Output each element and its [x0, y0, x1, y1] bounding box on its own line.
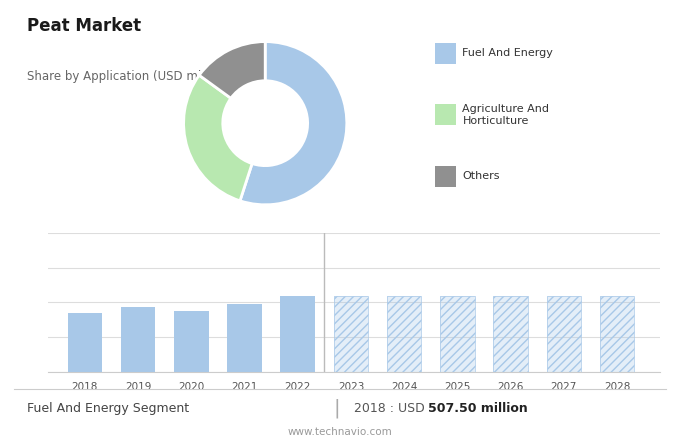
Bar	[174, 311, 209, 440]
Text: |: |	[333, 398, 340, 418]
Bar	[440, 296, 475, 440]
Bar	[547, 296, 581, 440]
Bar	[227, 304, 262, 440]
Bar	[600, 296, 634, 440]
Bar	[334, 296, 369, 440]
Text: 2018 : USD: 2018 : USD	[354, 402, 428, 414]
Text: www.technavio.com: www.technavio.com	[288, 427, 392, 437]
Text: Fuel And Energy: Fuel And Energy	[462, 48, 554, 58]
Text: Fuel And Energy Segment: Fuel And Energy Segment	[27, 402, 189, 414]
Text: Share by Application (USD million): Share by Application (USD million)	[27, 70, 231, 83]
Bar	[547, 296, 581, 440]
Wedge shape	[199, 42, 265, 98]
Bar	[600, 296, 634, 440]
Text: Agriculture And
Horticulture: Agriculture And Horticulture	[462, 104, 549, 126]
Bar	[493, 296, 528, 440]
Text: 507.50 million: 507.50 million	[428, 402, 528, 414]
Bar	[121, 307, 155, 440]
Bar	[440, 296, 475, 440]
Wedge shape	[240, 42, 347, 205]
Wedge shape	[184, 75, 252, 201]
Bar	[67, 313, 102, 440]
Bar	[334, 296, 369, 440]
Bar	[280, 296, 315, 440]
Bar	[493, 296, 528, 440]
Text: Others: Others	[462, 172, 500, 181]
Text: Peat Market: Peat Market	[27, 18, 141, 36]
Bar	[387, 296, 422, 440]
Bar	[387, 296, 422, 440]
